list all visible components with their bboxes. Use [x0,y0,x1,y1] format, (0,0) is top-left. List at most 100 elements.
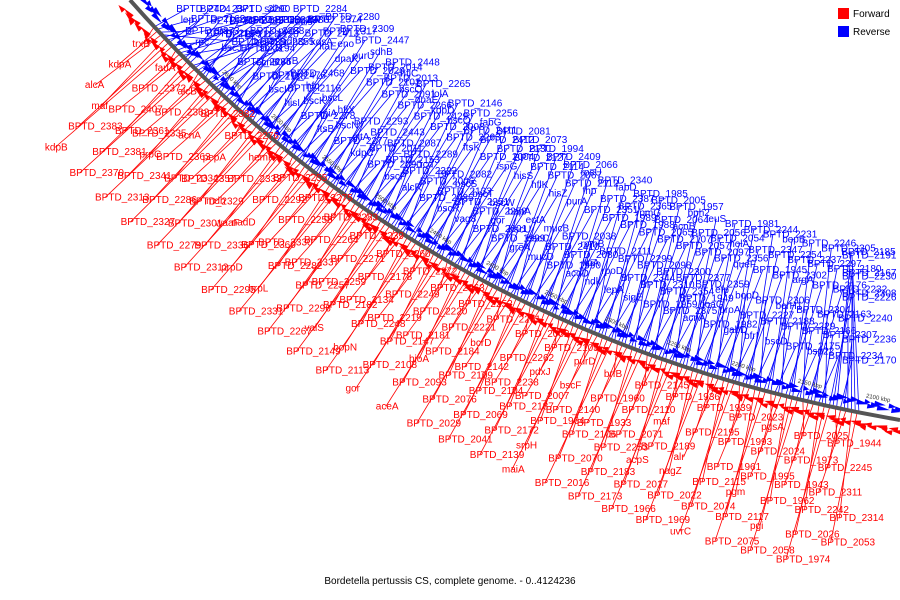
reverse-gene-label: sdhA [290,16,313,27]
reverse-gene-label: sigE [623,292,643,303]
forward-gene-tick [118,30,159,65]
reverse-gene-label: BPTD_2284 [293,4,348,15]
forward-gene-arrow [410,252,421,261]
forward-gene-tick [210,171,315,291]
reverse-gene-label: purU [353,51,375,62]
reverse-gene-label: BPTD_2424 [176,4,231,15]
forward-gene-tick [177,128,262,224]
forward-gene-label: BPTD_2361 [115,126,170,137]
reverse-gene-label: BPTD_2322 [403,166,458,177]
forward-gene-arrow [124,12,136,24]
reverse-gene-label: BPTD_2476 [272,71,327,82]
reverse-gene-label: BPTD_2297 [807,259,862,270]
reverse-gene-tick [574,244,591,325]
forward-gene-label: BPTD_2142 [455,362,510,373]
forward-gene-label: BPTD_2058 [740,546,795,557]
reverse-gene-label: BPTD_2355 [260,37,315,48]
forward-gene-arrow [312,185,322,194]
reverse-gene-tick [453,228,483,265]
forward-gene-arrow [557,330,571,339]
reverse-gene-label: BPTD_2091 [382,90,437,101]
reverse-gene-tick [241,19,319,113]
reverse-gene-tick [257,31,334,127]
forward-gene-arrow [343,210,353,219]
reverse-gene-label: BPTD_2194 [241,43,296,54]
forward-gene-arrow [159,50,168,58]
reverse-gene-label: BPTD_2413 [305,29,360,40]
forward-gene-tick [257,187,335,289]
reverse-gene-arrow [789,382,799,388]
reverse-gene-arrow [281,135,293,146]
reverse-gene-tick [528,265,557,305]
reverse-gene-label: BPTD_2359 [695,280,750,291]
forward-gene-label: BPTD_2272 [403,266,458,277]
forward-gene-label: BPTD_2242 [795,505,850,516]
reverse-gene-arrow [822,392,830,398]
reverse-gene-tick [561,198,611,320]
reverse-gene-label: BPTD_1957 [669,202,724,213]
reverse-gene-arrow [432,238,439,245]
reverse-gene-label: gltA [352,132,370,143]
forward-gene-tick [94,34,162,86]
forward-gene-label: nadD [232,218,256,229]
forward-gene-label: BPTD_1966 [601,504,656,515]
reverse-gene-label: BPTD_2246 [802,239,857,250]
forward-gene-arrow [463,286,476,294]
reverse-gene-label: BPTD_2299 [618,254,673,265]
reverse-gene-label: mucD [528,252,554,263]
forward-gene-arrow [192,79,201,89]
reverse-gene-label: BPTD_2064 [654,215,709,226]
forward-gene-arrow [118,5,126,13]
reverse-gene-arrow [693,354,706,361]
reverse-gene-label: BPTD_2128 [225,30,280,41]
forward-gene-label: pdxJ [530,367,551,378]
forward-gene-arrow [133,19,141,27]
reverse-gene-label: bscQ [447,115,471,126]
reverse-gene-tick [803,310,807,401]
forward-gene-tick [735,388,756,493]
forward-gene-label: BPTD_2172 [484,426,539,437]
reverse-gene-tick [212,41,292,87]
forward-gene-arrow [641,366,650,372]
forward-gene-label: trxB [132,39,150,50]
forward-gene-arrow [619,358,627,363]
reverse-gene-label: BPTD_1981 [725,219,780,230]
reverse-gene-label: BPTD_2496 [210,16,265,27]
reverse-gene-label: BPTD_2153 [386,155,441,166]
forward-gene-arrow [423,263,432,270]
forward-gene-label: BPTD_2007 [515,391,570,402]
forward-gene-arrow [248,137,258,146]
forward-gene-tick [701,379,725,482]
reverse-gene-label: BPTD_2120 [244,30,299,41]
forward-gene-label: BPTD_2381 [92,147,147,158]
forward-gene-label: BPTD_2076 [422,395,477,406]
reverse-gene-tick [851,297,853,412]
reverse-gene-tick [450,131,507,264]
reverse-gene-tick [222,20,300,96]
reverse-gene-tick [661,232,702,360]
reverse-gene-tick [500,193,559,291]
forward-gene-label: BPTD_2336 [194,240,249,251]
reverse-gene-label: BPTD_2429 [414,111,469,122]
forward-gene-label: srpH [516,440,537,451]
forward-gene-arrow [697,382,705,388]
reverse-gene-tick [564,180,609,321]
forward-gene-label: BPTD_2189 [641,441,696,452]
reverse-gene-label: BPTD_2097 [695,248,750,259]
forward-gene-tick [479,315,555,455]
reverse-gene-arrow [443,243,457,253]
reverse-gene-arrow [229,85,237,92]
forward-gene-label: prpC [140,150,162,161]
forward-gene-label: BPTD_2296 [276,304,331,315]
reverse-gene-label: sdhD [282,37,305,48]
forward-gene-arrow [149,36,159,46]
forward-gene-label: BPTD_2382 [201,109,256,120]
reverse-gene-label: BPTD_2090 [367,160,422,171]
reverse-gene-tick [763,280,803,391]
forward-gene-arrow [389,237,397,243]
forward-gene-label: BPTD_2249 [385,290,440,301]
forward-gene-tick [422,263,453,312]
forward-gene-label: BPTD_2282 [268,261,323,272]
reverse-gene-arrow [152,7,162,18]
